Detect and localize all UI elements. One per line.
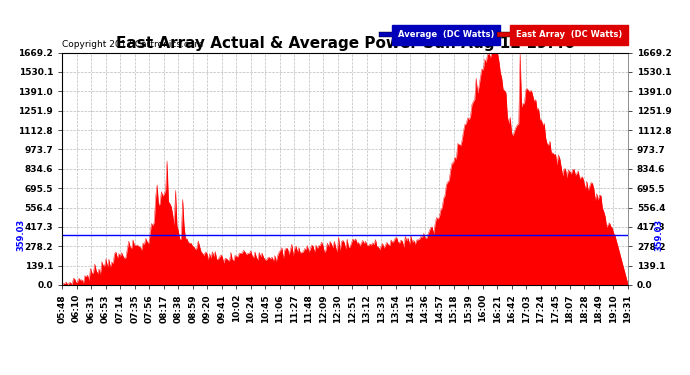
Title: East Array Actual & Average Power Sun Aug 12 19:46: East Array Actual & Average Power Sun Au… <box>115 36 575 51</box>
Legend: Average  (DC Watts), East Array  (DC Watts): Average (DC Watts), East Array (DC Watts… <box>377 29 624 41</box>
Text: 359.03: 359.03 <box>655 219 664 251</box>
Text: 359.03: 359.03 <box>17 219 26 251</box>
Text: Copyright 2012 Cartronics.com: Copyright 2012 Cartronics.com <box>62 40 204 49</box>
